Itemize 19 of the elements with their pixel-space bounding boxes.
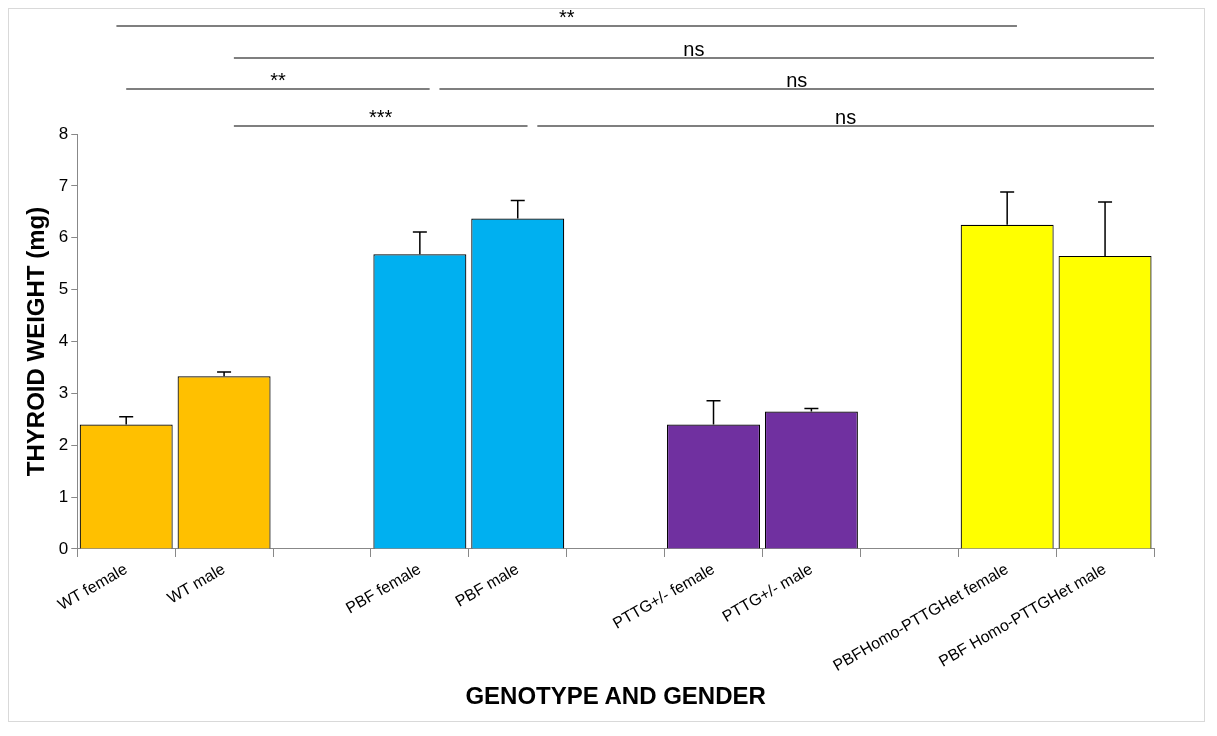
- y-axis-title: THYROID WEIGHT (mg): [22, 206, 50, 477]
- y-tick-label: 0: [58, 538, 69, 558]
- text: **: [558, 5, 575, 28]
- y-tick-label: 3: [58, 383, 69, 403]
- x-axis-title: GENOTYPE AND GENDER: [465, 682, 766, 710]
- text: ns: [683, 37, 705, 60]
- text: **: [270, 68, 286, 91]
- y-tick-label: 5: [58, 279, 69, 299]
- y-tick-label: 4: [58, 331, 69, 351]
- y-tick-label: 6: [58, 227, 69, 247]
- y-tick-label: 7: [58, 175, 69, 195]
- text: ***: [369, 105, 393, 128]
- y-tick-label: 2: [58, 434, 69, 454]
- y-tick-label: 8: [58, 123, 69, 143]
- text: ns: [786, 68, 808, 91]
- y-tick-label: 1: [58, 486, 69, 506]
- text: ns: [835, 105, 857, 128]
- x-tick-label: PBF male: [452, 559, 522, 610]
- x-tick-label: WT male: [164, 559, 228, 607]
